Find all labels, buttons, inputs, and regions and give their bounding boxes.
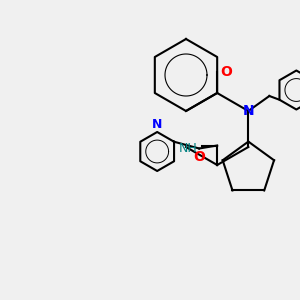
Text: NH: NH [179,142,198,155]
Text: N: N [242,104,254,118]
Text: O: O [193,150,205,164]
Text: O: O [220,65,232,79]
Text: N: N [152,118,162,130]
